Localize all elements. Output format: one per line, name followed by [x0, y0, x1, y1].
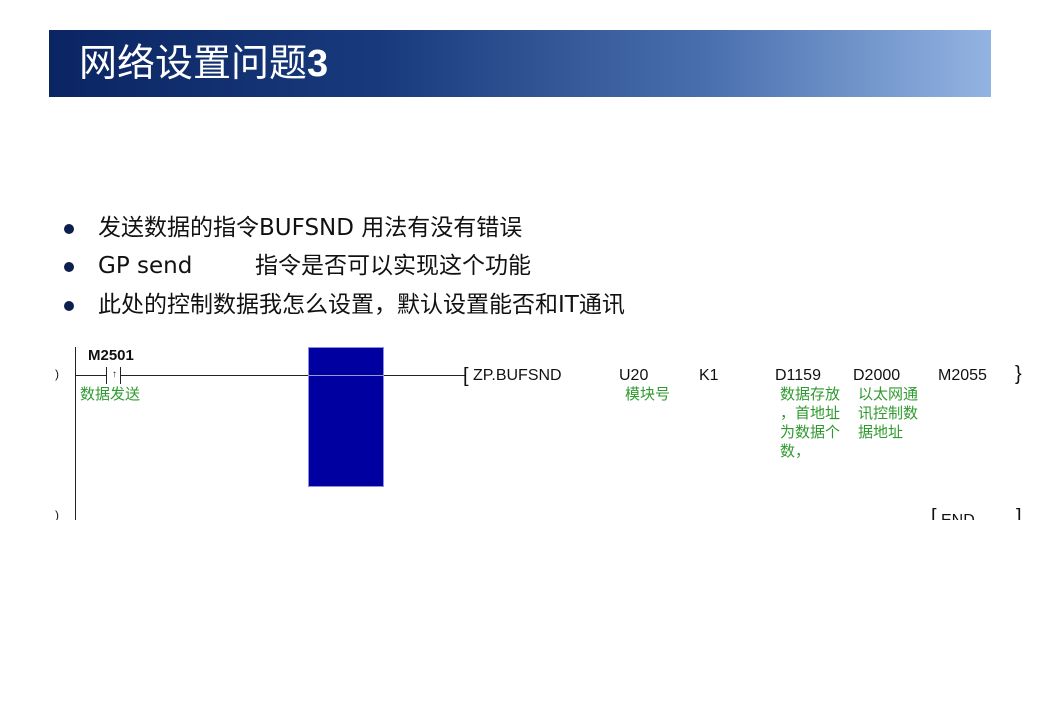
contact-comment: 数据发送: [80, 385, 141, 403]
bullet-text: 此处的控制数据我怎么设置，默认设置能否和IT通讯: [98, 292, 625, 318]
slide-title: 网络设置问题3: [79, 40, 328, 87]
bullet-text: GP send: [98, 253, 193, 279]
selection-highlight: [308, 347, 384, 487]
title-text: 网络设置问题: [79, 41, 308, 85]
ladder-diagram: ) M2501 ↑ 数据发送 [ ZP.BUFSND U20 模块号 K1 D1…: [55, 340, 1040, 520]
comment-line: ，首地址: [780, 404, 841, 422]
comment-line: 数，: [780, 442, 811, 460]
rung-line: [75, 375, 465, 376]
operand-comment: 以太网通 讯控制数 据地址: [858, 385, 918, 442]
operand-m2055[interactable]: M2055: [938, 367, 987, 384]
operand-comment: 数据存放 ，首地址 为数据个 数，: [780, 385, 840, 461]
end-bracket-right: ]: [1016, 506, 1022, 520]
title-number: 3: [307, 43, 329, 85]
instruction-bracket-right: }: [1015, 363, 1022, 385]
operand-comment: 模块号: [625, 385, 671, 403]
rung-line-through-highlight: [308, 375, 384, 376]
left-power-rail: [75, 347, 76, 520]
operand-d1159[interactable]: D1159: [775, 367, 821, 384]
comment-line: 以太网通: [858, 385, 919, 403]
comment-line: 讯控制数: [858, 404, 919, 422]
operand-d2000[interactable]: D2000: [853, 367, 901, 384]
contact-device: M2501: [88, 347, 134, 364]
rung-marker: ): [55, 367, 59, 381]
title-bar: 网络设置问题3: [49, 30, 991, 97]
end-instruction[interactable]: END: [941, 512, 975, 520]
bullet-dot-icon: [64, 262, 74, 272]
rising-edge-contact-icon[interactable]: ↑: [106, 367, 121, 384]
instruction-name[interactable]: ZP.BUFSND: [473, 367, 562, 384]
bullet-text: 发送数据的指令BUFSND 用法有没有错误: [98, 215, 523, 241]
comment-line: 据地址: [858, 423, 904, 441]
bullet-text: 指令是否可以实现这个功能: [255, 253, 531, 279]
bullet-dot-icon: [64, 224, 74, 234]
instruction-bracket-left: [: [463, 365, 469, 387]
rung-marker: ): [55, 508, 59, 520]
end-bracket-left: [: [931, 506, 937, 520]
comment-line: 为数据个: [780, 423, 841, 441]
bullet-dot-icon: [64, 301, 74, 311]
operand-k1[interactable]: K1: [699, 367, 719, 384]
comment-line: 数据存放: [780, 385, 841, 403]
operand-u20[interactable]: U20: [619, 367, 649, 384]
